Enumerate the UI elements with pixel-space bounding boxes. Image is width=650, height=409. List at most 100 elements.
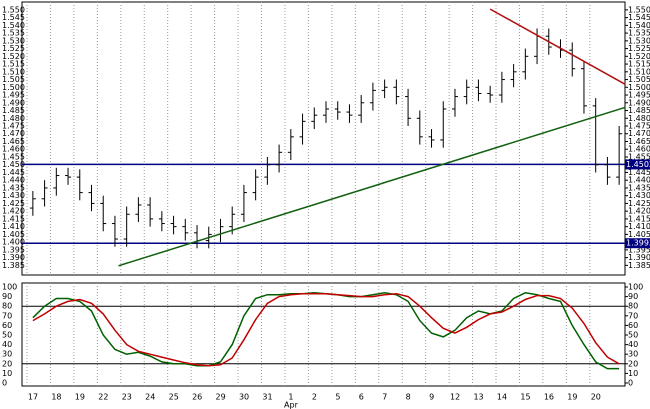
x-tick-label: 1 <box>288 393 293 402</box>
y-tick-label-right: 1.515 <box>628 60 650 69</box>
y-tick-label-left: 1.540 <box>2 21 25 30</box>
level-label-box <box>625 238 650 249</box>
x-tick-label: 31 <box>262 393 272 402</box>
y-tick-label-left: 1.480 <box>2 114 25 123</box>
y-tick-label-right: 1.405 <box>628 230 650 239</box>
level-label-box <box>625 159 650 170</box>
price-frame <box>21 1 626 276</box>
y-tick-label-right: 40 <box>628 340 638 349</box>
y-tick-label-left: 1.410 <box>2 222 25 231</box>
y-tick-label-left: 1.515 <box>2 60 25 69</box>
y-tick-label-left: 40 <box>2 340 12 349</box>
x-tick-label: 26 <box>192 393 202 402</box>
y-tick-label-right: 80 <box>628 302 638 311</box>
y-tick-label-right: 30 <box>628 350 638 359</box>
y-tick-label-left: 1.525 <box>2 44 25 53</box>
level-label: 1.3993 <box>626 239 650 248</box>
y-tick-label-right: 1.510 <box>628 67 650 76</box>
y-tick-label-right: 0 <box>628 379 633 388</box>
y-tick-label-left: 30 <box>2 350 12 359</box>
x-tick-label: 20 <box>591 393 601 402</box>
y-tick-label-right: 1.445 <box>628 168 650 177</box>
y-tick-label-left: 1.450 <box>2 160 25 169</box>
trend-line <box>489 8 626 85</box>
y-tick-label-right: 90 <box>628 292 638 301</box>
x-tick-label: 14 <box>497 393 507 402</box>
y-tick-label-right: 1.415 <box>628 214 650 223</box>
y-tick-label-left: 1.415 <box>2 214 25 223</box>
y-tick-label-left: 90 <box>2 292 12 301</box>
x-tick-label: 23 <box>122 393 132 402</box>
y-tick-label-right: 1.395 <box>628 245 650 254</box>
y-tick-label-right: 1.540 <box>628 21 650 30</box>
y-tick-label-right: 1.505 <box>628 75 650 84</box>
x-tick-label: 25 <box>169 393 179 402</box>
x-tick-label: 5 <box>335 393 340 402</box>
y-tick-label-left: 1.550 <box>2 5 25 14</box>
y-tick-label-right: 1.535 <box>628 29 650 38</box>
y-tick-label-right: 1.530 <box>628 36 650 45</box>
y-tick-label-left: 1.435 <box>2 183 25 192</box>
y-tick-label-left: 20 <box>2 359 12 368</box>
y-tick-label-left: 1.545 <box>2 13 25 22</box>
y-tick-label-left: 100 <box>2 283 17 292</box>
x-tick-label: 16 <box>544 393 554 402</box>
y-tick-label-right: 1.495 <box>628 91 650 100</box>
y-tick-label-right: 1.480 <box>628 114 650 123</box>
y-tick-label-left: 1.535 <box>2 29 25 38</box>
y-tick-label-left: 1.405 <box>2 230 25 239</box>
x-tick-label: 24 <box>145 393 155 402</box>
x-tick-label: 7 <box>382 393 387 402</box>
y-tick-label-left: 1.385 <box>2 261 25 270</box>
month-label: Apr <box>284 401 299 409</box>
y-tick-label-right: 1.475 <box>628 122 650 131</box>
y-tick-label-left: 1.440 <box>2 176 25 185</box>
y-tick-label-left: 1.485 <box>2 106 25 115</box>
y-tick-label-right: 1.460 <box>628 145 650 154</box>
y-tick-label-left: 1.465 <box>2 137 25 146</box>
y-tick-label-left: 1.400 <box>2 238 25 247</box>
x-tick-label: 30 <box>239 393 249 402</box>
y-tick-label-right: 1.525 <box>628 44 650 53</box>
y-tick-label-right: 1.440 <box>628 176 650 185</box>
x-tick-label: 15 <box>520 393 530 402</box>
y-tick-label-right: 100 <box>628 283 643 292</box>
y-tick-label-left: 10 <box>2 369 12 378</box>
y-tick-label-left: 80 <box>2 302 12 311</box>
y-tick-label-right: 1.435 <box>628 183 650 192</box>
x-tick-label: 17 <box>28 393 38 402</box>
y-tick-label-left: 1.420 <box>2 207 25 216</box>
y-tick-label-left: 1.505 <box>2 75 25 84</box>
x-tick-label: 2 <box>312 393 317 402</box>
y-tick-label-right: 1.385 <box>628 261 650 270</box>
y-tick-label-right: 1.500 <box>628 83 650 92</box>
y-tick-label-left: 1.430 <box>2 191 25 200</box>
x-tick-label: 6 <box>359 393 364 402</box>
y-tick-label-left: 1.495 <box>2 91 25 100</box>
y-tick-label-left: 1.425 <box>2 199 25 208</box>
y-tick-label-right: 60 <box>628 321 638 330</box>
trend-line <box>118 106 626 267</box>
y-tick-label-right: 1.410 <box>628 222 650 231</box>
y-tick-label-right: 1.465 <box>628 137 650 146</box>
y-tick-label-left: 0 <box>2 379 7 388</box>
y-tick-label-right: 1.485 <box>628 106 650 115</box>
x-tick-label: 13 <box>473 393 483 402</box>
y-tick-label-right: 50 <box>628 331 638 340</box>
y-tick-label-right: 1.390 <box>628 253 650 262</box>
x-tick-label: 18 <box>51 393 61 402</box>
y-tick-label-right: 10 <box>628 369 638 378</box>
y-tick-label-left: 1.445 <box>2 168 25 177</box>
y-tick-label-left: 60 <box>2 321 12 330</box>
x-tick-label: 19 <box>567 393 577 402</box>
y-tick-label-left: 1.490 <box>2 98 25 107</box>
oscillator-line <box>32 292 620 367</box>
x-tick-label: 22 <box>98 393 108 402</box>
y-tick-label-right: 1.420 <box>628 207 650 216</box>
y-tick-label-right: 1.470 <box>628 129 650 138</box>
x-tick-label: 8 <box>406 393 411 402</box>
y-tick-label-left: 1.500 <box>2 83 25 92</box>
